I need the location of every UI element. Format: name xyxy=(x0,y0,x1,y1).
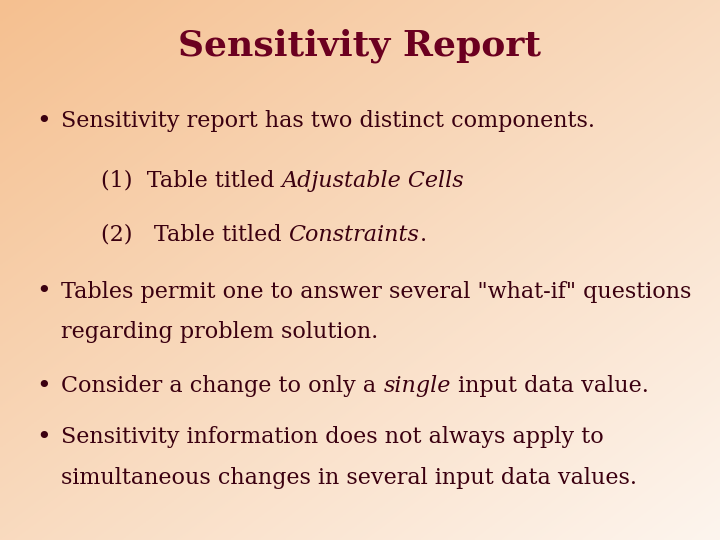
Text: (2)   Table titled: (2) Table titled xyxy=(101,224,289,246)
Text: •: • xyxy=(36,280,50,303)
Text: Constraints: Constraints xyxy=(289,224,420,246)
Text: .: . xyxy=(420,224,426,246)
Text: Consider a change to only a: Consider a change to only a xyxy=(61,375,384,397)
Text: regarding problem solution.: regarding problem solution. xyxy=(61,321,379,343)
Text: single: single xyxy=(384,375,451,397)
Text: input data value.: input data value. xyxy=(451,375,649,397)
Text: •: • xyxy=(36,375,50,397)
Text: Adjustable Cells: Adjustable Cells xyxy=(282,170,464,192)
Text: simultaneous changes in several input data values.: simultaneous changes in several input da… xyxy=(61,467,637,489)
Text: (1)  Table titled: (1) Table titled xyxy=(101,170,282,192)
Text: Tables permit one to answer several "what-if" questions: Tables permit one to answer several "wha… xyxy=(61,281,692,302)
Text: Sensitivity report has two distinct components.: Sensitivity report has two distinct comp… xyxy=(61,111,595,132)
Text: Sensitivity information does not always apply to: Sensitivity information does not always … xyxy=(61,427,604,448)
Text: Sensitivity Report: Sensitivity Report xyxy=(179,29,541,63)
Text: •: • xyxy=(36,426,50,449)
Text: •: • xyxy=(36,110,50,133)
